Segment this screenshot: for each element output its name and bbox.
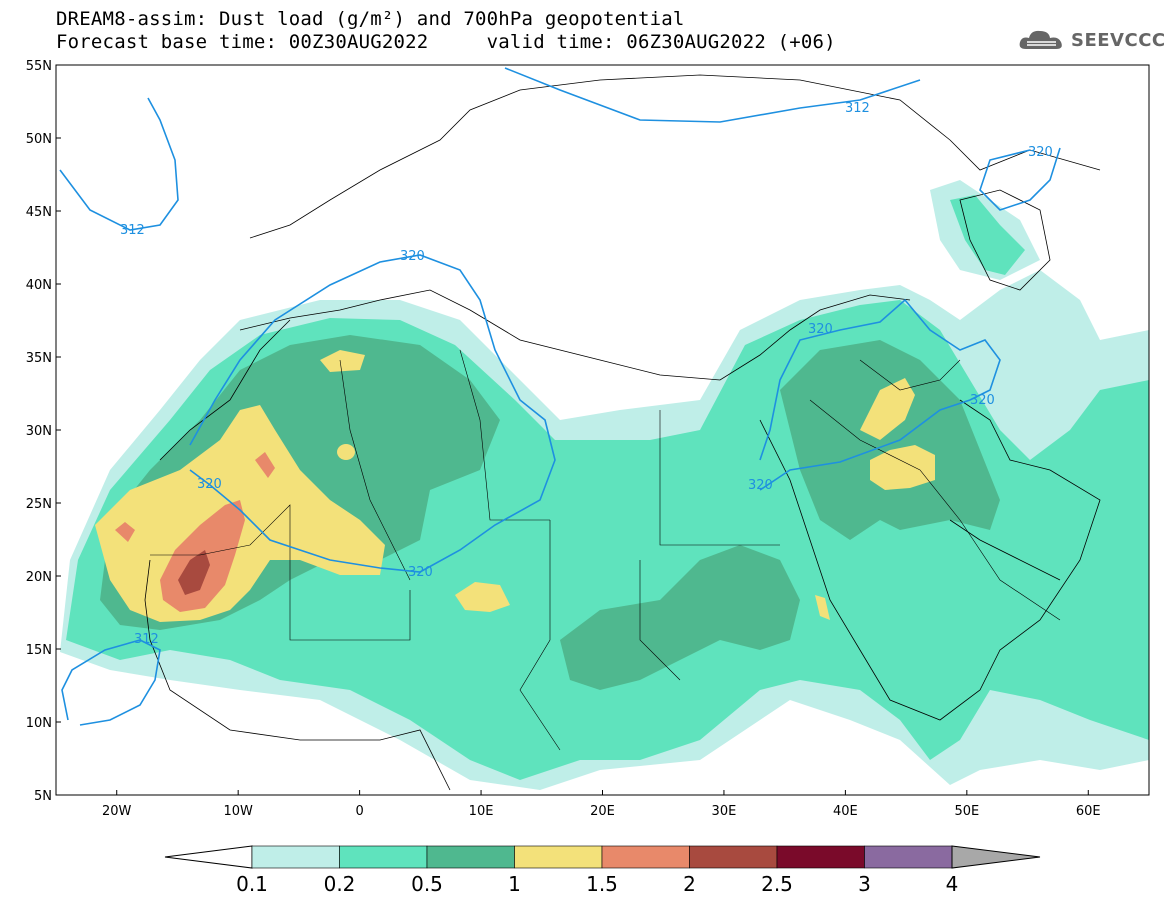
- dust-band-1-morocco: [320, 350, 365, 372]
- dust-band-0.2-north: [950, 195, 1025, 275]
- lon-label: 30E: [712, 804, 737, 819]
- dust-band-1-iraq: [860, 378, 915, 440]
- lon-label: 60E: [1076, 804, 1101, 819]
- colorbar-tick-label: 0.1: [236, 872, 268, 896]
- contour-label-312-north: 312: [845, 101, 870, 116]
- lat-label: 25N: [26, 497, 52, 512]
- colorbar-segment: [689, 845, 778, 869]
- longitude-axis: 20W 10W 0 10E 20E 30E 40E 50E 60E: [102, 790, 1101, 819]
- lon-label: 10E: [469, 804, 494, 819]
- colorbar-tick-label: 4: [946, 872, 959, 896]
- lat-label: 55N: [26, 59, 52, 74]
- dust-band-1.5-c: [115, 522, 135, 542]
- contour-label-320-westafrica: 320: [197, 477, 222, 492]
- colorbar-low-extension: [164, 845, 253, 869]
- contour-label-320-levant: 320: [808, 322, 833, 337]
- borders: [150, 349, 1061, 751]
- colorbar-tick-label: 2.5: [761, 872, 793, 896]
- colorbar-tick-label: 0.2: [324, 872, 356, 896]
- colorbar-tick-label: 2: [683, 872, 696, 896]
- geopotential-contours: [59, 67, 1061, 726]
- colorbar: 0.1 0.2 0.5 1 1.5 2 2.5 3 4: [164, 845, 1041, 896]
- lon-label: 10W: [223, 804, 253, 819]
- colorbar-tick-label: 3: [858, 872, 871, 896]
- dust-band-1-redsea: [815, 595, 830, 620]
- contour-label-320-caspian: 320: [1028, 145, 1053, 160]
- dust-band-0.5-sahel: [560, 545, 800, 690]
- contour-labels: 312 312 320 320 320 320 320 320 320 312: [120, 101, 1053, 647]
- lat-label: 35N: [26, 351, 52, 366]
- colorbar-high-extension: [951, 845, 1041, 869]
- dust-band-1-niger: [455, 582, 510, 612]
- colorbar-segment: [864, 845, 953, 869]
- lat-label: 45N: [26, 205, 52, 220]
- lon-label: 0: [355, 804, 363, 819]
- contour-label-320-italy: 320: [400, 249, 425, 264]
- contour-label-312-west: 312: [120, 223, 145, 238]
- lat-label: 40N: [26, 278, 52, 293]
- coastlines: [144, 74, 1101, 791]
- colorbar-segment: [251, 845, 340, 869]
- dust-band-1-arabia: [870, 445, 935, 490]
- cloud-logo-icon: [1019, 30, 1062, 49]
- lat-label: 20N: [26, 570, 52, 585]
- dust-band-0.5-east: [780, 340, 1000, 540]
- forecast-time-subtitle: Forecast base time: 00Z30AUG2022 valid t…: [56, 31, 836, 53]
- lon-label: 20E: [590, 804, 615, 819]
- logo-text: SEEVCCC: [1071, 29, 1165, 51]
- contour-label-320-sahel: 320: [408, 565, 433, 580]
- lon-label: 50E: [954, 804, 979, 819]
- colorbar-tick-label: 1: [508, 872, 521, 896]
- dust-band-1.5-b: [255, 452, 275, 478]
- dust-band-1-algeria: [337, 444, 355, 460]
- lat-label: 5N: [34, 789, 52, 804]
- colorbar-tick-label: 0.5: [411, 872, 443, 896]
- seevccc-logo: SEEVCCC: [1018, 27, 1165, 53]
- lon-label: 20W: [102, 804, 132, 819]
- lat-label: 50N: [26, 132, 52, 147]
- dust-band-2: [178, 550, 210, 595]
- colorbar-segment: [601, 845, 690, 869]
- colorbar-tick-label: 1.5: [586, 872, 618, 896]
- colorbar-segment: [426, 845, 515, 869]
- contour-label-320-gulf: 320: [970, 393, 995, 408]
- colorbar-segment: [776, 845, 865, 869]
- latitude-axis: 55N 50N 45N 40N 35N 30N 25N 20N 15N 10N 5N: [26, 59, 61, 804]
- dust-field: 312 312 320 320 320 320 320 320 320 312: [59, 67, 1149, 791]
- contour-label-312-senegal: 312: [134, 632, 159, 647]
- lat-label: 10N: [26, 716, 52, 731]
- lat-label: 30N: [26, 424, 52, 439]
- lon-label: 40E: [833, 804, 858, 819]
- colorbar-segment: [339, 845, 428, 869]
- contour-label-320-redsea: 320: [748, 478, 773, 493]
- lat-label: 15N: [26, 643, 52, 658]
- map-title: DREAM8-assim: Dust load (g/m²) and 700hP…: [56, 8, 685, 30]
- colorbar-segment: [514, 845, 603, 869]
